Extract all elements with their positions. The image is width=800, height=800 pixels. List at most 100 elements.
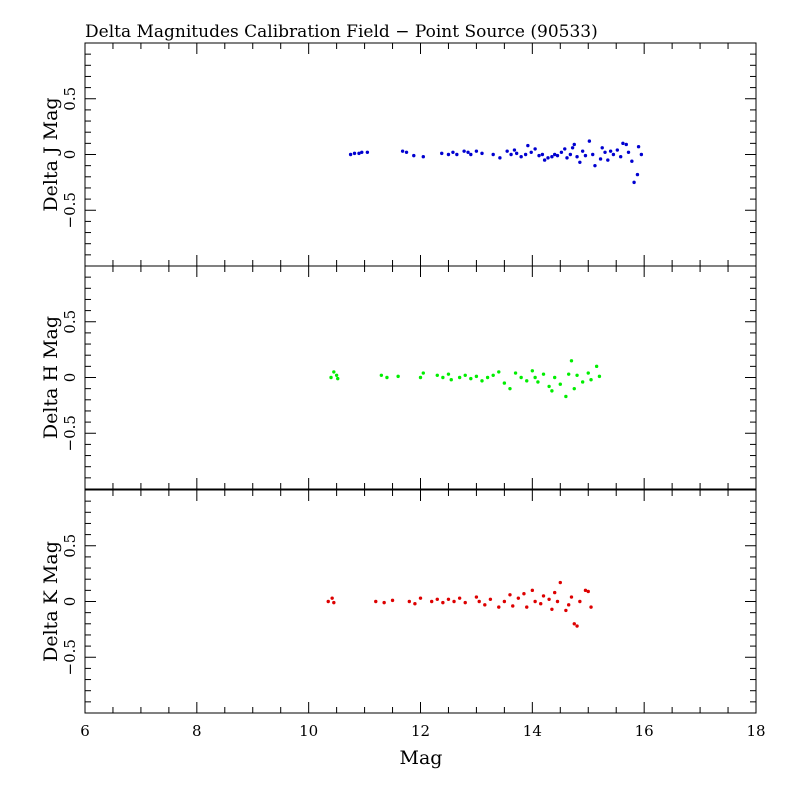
data-point [569,595,574,599]
data-point [435,597,439,601]
data-point [559,150,564,154]
data-point [525,379,529,383]
data-point [508,386,512,391]
data-point [474,374,479,379]
data-point [580,380,585,384]
data-point [541,372,546,376]
data-point [412,153,416,158]
data-point [508,593,512,597]
data-point [441,375,445,380]
data-point [352,151,357,156]
data-point [480,379,484,383]
data-point [578,160,582,165]
data-point [550,607,554,612]
y-tick-label: 0.5 [61,534,79,558]
data-point [611,152,616,157]
data-point [536,380,540,384]
data-point [330,596,334,600]
data-point [435,373,439,377]
data-point [480,151,484,156]
x-tick-label: 18 [746,722,765,740]
data-point [583,588,588,593]
data-point [365,150,370,154]
data-point [357,151,361,156]
y-tick-label: −0.5 [61,639,79,675]
data-point [626,150,631,154]
data-point [568,152,573,157]
data-point [421,371,425,375]
data-point [539,602,543,606]
data-point [483,603,487,607]
data-point [329,375,333,380]
data-point [572,386,576,391]
data-point [360,150,364,154]
data-point [332,600,336,605]
data-point [446,372,451,376]
y-axis-label: Delta H Mag [40,316,62,439]
data-point [455,152,459,157]
data-point [565,156,569,160]
data-point [451,150,455,154]
x-tick-label: 14 [523,722,542,740]
data-point [553,590,557,595]
data-point [407,599,412,604]
data-point [639,152,644,157]
data-point [477,599,481,604]
data-point [512,148,517,152]
data-point [593,163,597,168]
data-point [566,372,571,376]
data-point [547,384,551,389]
data-point [379,373,384,377]
y-tick-label: −0.5 [61,415,79,451]
data-point [575,373,579,377]
data-point [636,144,641,149]
data-point [418,596,423,600]
data-point [597,374,602,379]
data-point [491,152,495,157]
data-point [540,152,545,157]
data-point [537,153,541,158]
data-point [589,378,593,382]
data-point [396,374,400,379]
data-point [575,155,579,159]
x-axis-label: Mag [400,747,443,769]
data-point [563,147,567,151]
data-point [598,157,603,161]
data-point [514,151,519,156]
data-point [429,599,434,604]
data-point [505,149,509,153]
x-tick-label: 10 [299,722,318,740]
data-point [546,156,550,160]
data-point [446,152,451,157]
data-point [491,373,495,377]
y-tick-label: 0 [61,150,79,160]
y-tick-label: 0.5 [61,310,79,334]
data-point [485,375,490,380]
data-point [463,600,467,605]
data-point [547,597,551,601]
data-point [498,156,502,160]
data-point [558,580,562,585]
data-point [449,378,453,382]
data-point [348,152,353,157]
data-point [570,146,575,150]
data-point [591,152,595,157]
data-point [522,591,526,596]
data-point [418,375,423,380]
data-point [332,370,336,374]
data-point [466,150,470,154]
data-point [502,599,507,604]
y-tick-label: 0 [61,597,79,607]
data-point [589,605,593,609]
data-point [575,624,579,628]
data-point [488,597,493,601]
panel-frame [84,42,757,267]
data-point [525,605,529,609]
data-point [583,153,588,158]
data-point [382,600,386,605]
data-point [462,149,466,153]
y-axis-label: Delta J Mag [40,97,62,211]
data-point [413,602,417,606]
x-tick-label: 16 [635,722,654,740]
